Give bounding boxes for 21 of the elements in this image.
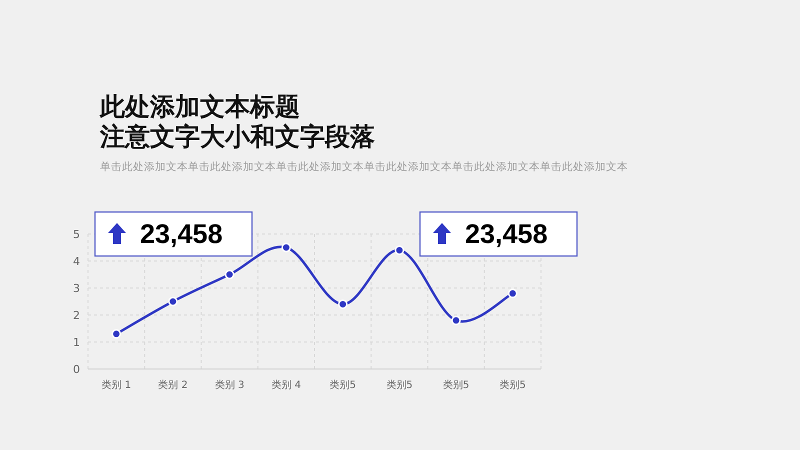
y-tick-label: 1	[73, 336, 80, 349]
x-tick-label: 类别 1	[102, 379, 132, 391]
x-tick-label: 类别5	[500, 379, 526, 391]
annotation: 23,458	[465, 219, 548, 249]
annotation: 23,458	[140, 219, 223, 249]
x-tick-label: 类别5	[330, 379, 356, 391]
x-tick-label: 类别5	[386, 379, 413, 391]
y-tick-label: 3	[73, 282, 80, 295]
x-tick-label: 类别 2	[158, 379, 188, 391]
y-tick-label: 0	[73, 363, 80, 376]
subtitle: 注意文字大小和文字段落	[100, 122, 375, 151]
annotation: 23,458	[94, 211, 253, 257]
x-tick-label: 类别 4	[271, 379, 301, 391]
y-tick-label: 4	[73, 255, 80, 268]
annotation: 23,458	[419, 211, 578, 257]
y-tick-label: 2	[73, 309, 80, 322]
x-tick-label: 类别 3	[214, 379, 244, 391]
note: 单击此处添加文本单击此处添加文本单击此处添加文本单击此处添加文本单击此处添加文本单击此处添加文本	[100, 161, 628, 173]
x-tick-label: 类别5	[442, 379, 470, 391]
y-tick-label: 5	[73, 228, 80, 241]
title: 此处添加文本标题	[100, 92, 300, 121]
